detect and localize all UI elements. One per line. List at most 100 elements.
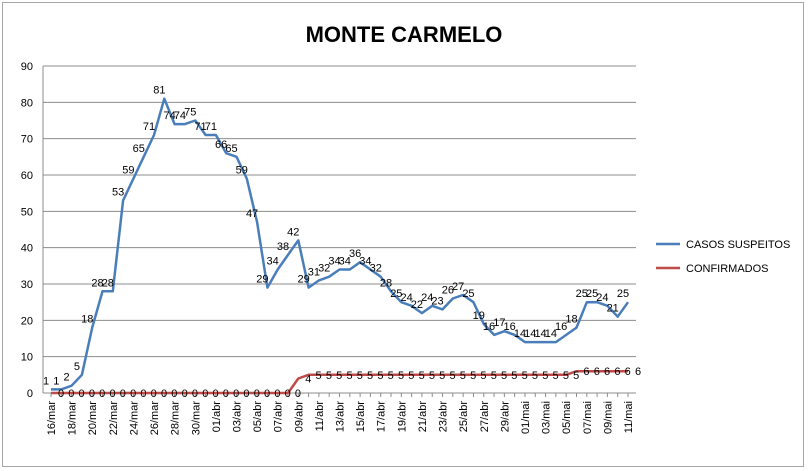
data-label-casos-suspeitos: 24 (596, 292, 608, 304)
data-label-confirmados: 5 (522, 370, 528, 382)
data-label-casos-suspeitos: 25 (576, 288, 588, 300)
data-label-casos-suspeitos: 28 (380, 277, 392, 289)
data-label-casos-suspeitos: 14 (545, 328, 557, 340)
x-tick-label: 28/mar (170, 401, 182, 436)
y-tick-label: 40 (21, 243, 33, 255)
data-label-casos-suspeitos: 71 (143, 121, 155, 133)
data-label-confirmados: 0 (192, 388, 198, 400)
data-label-casos-suspeitos: 14 (524, 328, 536, 340)
data-label-confirmados: 6 (614, 366, 620, 378)
y-tick-label: 80 (21, 97, 33, 109)
data-label-casos-suspeitos: 28 (102, 277, 114, 289)
legend: CASOS SUSPEITOS CONFIRMADOS (656, 239, 790, 275)
data-label-confirmados: 5 (439, 370, 445, 382)
y-tick-label: 90 (21, 61, 33, 73)
data-label-casos-suspeitos: 66 (215, 139, 227, 151)
data-label-casos-suspeitos: 74 (174, 110, 186, 122)
x-tick-label: 09/mai (602, 401, 614, 434)
data-label-confirmados: 0 (109, 388, 115, 400)
data-label-confirmados: 0 (89, 388, 95, 400)
x-tick-label: 25/abr (458, 401, 470, 433)
x-tick-label: 07/mai (582, 401, 594, 434)
data-label-casos-suspeitos: 27 (452, 281, 464, 293)
x-tick-label: 27/abr (479, 401, 491, 433)
y-tick-label: 60 (21, 170, 33, 182)
data-label-casos-suspeitos: 38 (277, 241, 289, 253)
data-label-casos-suspeitos: 21 (607, 303, 619, 315)
data-label-casos-suspeitos: 25 (586, 288, 598, 300)
data-label-casos-suspeitos: 1 (43, 375, 49, 387)
series-lines (51, 97, 630, 395)
data-label-confirmados: 0 (68, 388, 74, 400)
data-label-casos-suspeitos: 2 (64, 372, 70, 384)
data-label-confirmados: 5 (346, 370, 352, 382)
data-label-casos-suspeitos: 25 (390, 288, 402, 300)
data-label-confirmados: 5 (553, 370, 559, 382)
data-label-confirmados: 0 (140, 388, 146, 400)
data-label-casos-suspeitos: 5 (74, 361, 80, 373)
x-tick-label: 05/mai (561, 401, 573, 434)
data-label-confirmados: 5 (542, 370, 548, 382)
y-tick-label: 10 (21, 352, 33, 364)
data-label-confirmados: 0 (243, 388, 249, 400)
data-label-confirmados: 5 (573, 370, 579, 382)
data-label-casos-suspeitos: 36 (349, 248, 361, 260)
series-line-casos-suspeitos (51, 97, 630, 391)
data-label-confirmados: 0 (274, 388, 280, 400)
data-label-confirmados: 5 (429, 370, 435, 382)
data-label-confirmados: 0 (223, 388, 229, 400)
data-label-confirmados: 5 (316, 370, 322, 382)
y-tick-label: 0 (27, 388, 33, 400)
data-label-confirmados: 5 (326, 370, 332, 382)
data-label-casos-suspeitos: 1 (53, 375, 59, 387)
data-label-casos-suspeitos: 32 (370, 263, 382, 275)
data-label-confirmados: 5 (408, 370, 414, 382)
data-label-casos-suspeitos: 59 (122, 165, 134, 177)
x-tick-label: 18/mar (67, 401, 79, 436)
x-tick-label: 01/mai (520, 401, 532, 434)
data-label-confirmados: 5 (501, 370, 507, 382)
data-label-confirmados: 0 (254, 388, 260, 400)
data-label-confirmados: 5 (449, 370, 455, 382)
data-label-casos-suspeitos: 74 (164, 110, 176, 122)
data-label-confirmados: 6 (594, 366, 600, 378)
data-label-confirmados: 5 (532, 370, 538, 382)
data-label-confirmados: 0 (58, 388, 64, 400)
x-tick-label: 09/abr (293, 401, 305, 433)
x-tick-label: 24/mar (128, 401, 140, 436)
data-label-casos-suspeitos: 18 (81, 314, 93, 326)
data-label-casos-suspeitos: 22 (411, 299, 423, 311)
data-label-confirmados: 0 (171, 388, 177, 400)
x-tick-label: 11/mai (623, 401, 635, 433)
data-label-confirmados: 5 (563, 370, 569, 382)
legend-label: CONFIRMADOS (686, 263, 769, 275)
x-tick-label: 01/abr (211, 401, 223, 433)
data-label-casos-suspeitos: 47 (246, 208, 258, 220)
data-label-confirmados: 0 (202, 388, 208, 400)
data-label-confirmados: 0 (285, 388, 291, 400)
data-label-casos-suspeitos: 19 (473, 310, 485, 322)
data-label-confirmados: 6 (635, 366, 641, 378)
x-tick-label: 13/abr (335, 401, 347, 433)
data-label-casos-suspeitos: 31 (308, 266, 320, 278)
data-label-confirmados: 0 (264, 388, 270, 400)
data-label-confirmados: 6 (625, 366, 631, 378)
data-label-confirmados: 5 (511, 370, 517, 382)
x-tick-label: 17/abr (376, 401, 388, 433)
data-label-confirmados: 0 (182, 388, 188, 400)
y-tick-label: 30 (21, 279, 33, 291)
data-label-casos-suspeitos: 16 (483, 321, 495, 333)
x-tick-label: 07/abr (273, 401, 285, 433)
gridlines (43, 65, 636, 358)
y-tick-label: 50 (21, 206, 33, 218)
data-label-confirmados: 0 (233, 388, 239, 400)
data-label-casos-suspeitos: 65 (133, 143, 145, 155)
legend-label: CASOS SUSPEITOS (686, 239, 790, 251)
data-label-casos-suspeitos: 14 (514, 328, 526, 340)
x-tick-label: 11/abr (314, 401, 326, 432)
y-tick-label: 20 (21, 315, 33, 327)
data-label-confirmados: 5 (480, 370, 486, 382)
x-tick-label: 30/mar (190, 401, 202, 436)
